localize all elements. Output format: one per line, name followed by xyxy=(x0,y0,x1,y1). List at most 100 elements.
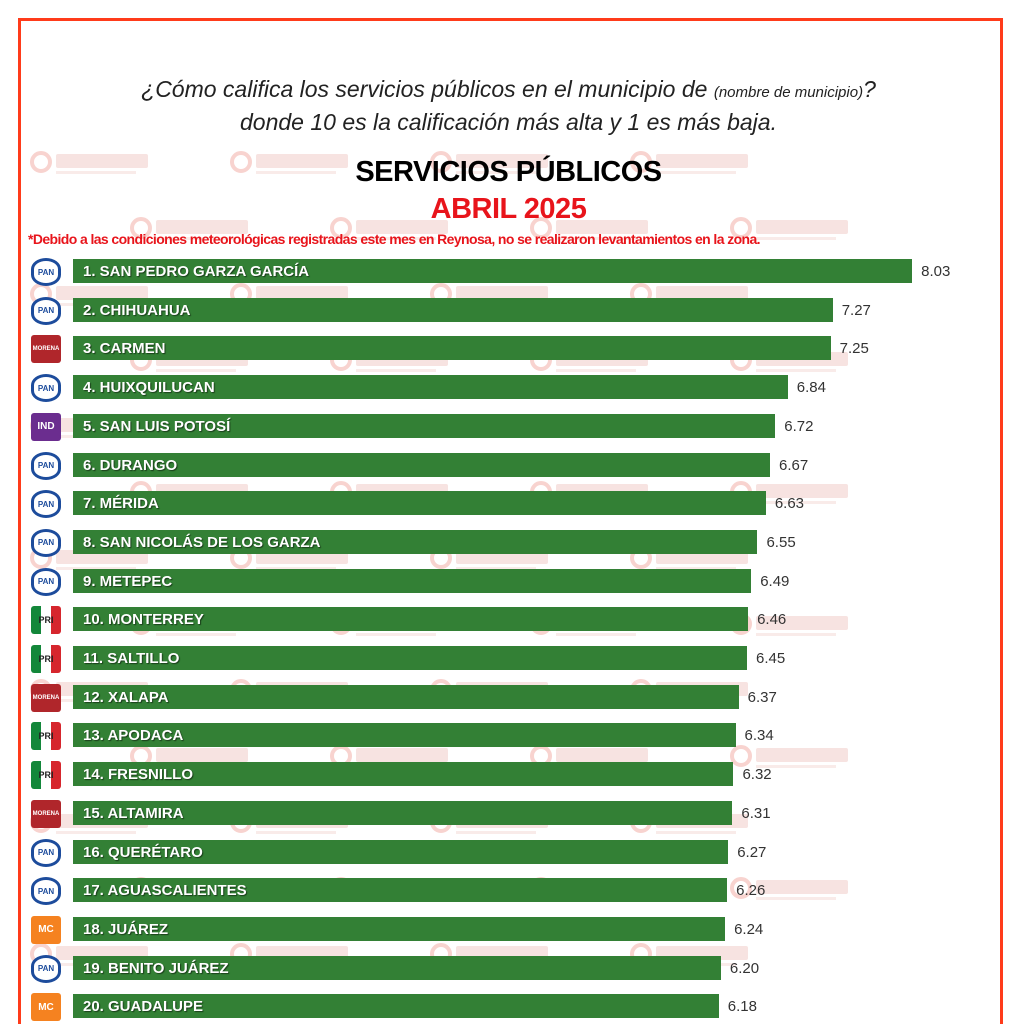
bar-row: PAN 2. CHIHUAHUA 7.27 xyxy=(0,296,1000,325)
party-logo-pri: PRI xyxy=(31,761,61,790)
bar-row: PRI 13. APODACA 6.34 xyxy=(0,722,1000,751)
bar-value-label: 7.27 xyxy=(841,301,871,319)
party-logo-pri: PRI xyxy=(31,722,61,751)
bar-row: PAN 4. HUIXQUILUCAN 6.84 xyxy=(0,374,1000,403)
bar-row: MORENA 3. CARMEN 7.25 xyxy=(0,335,1000,364)
party-logo-pan: PAN xyxy=(31,451,61,480)
bar-value-label: 8.03 xyxy=(921,263,951,280)
party-logo-ind: IND xyxy=(31,412,61,441)
party-logo-pan: PAN xyxy=(31,954,61,983)
chart-title: SERVICIOS PÚBLICOS xyxy=(355,156,662,188)
bar-value-label: 6.45 xyxy=(756,650,786,667)
bar-row: PAN 6. DURANGO 6.67 xyxy=(0,451,1000,480)
bar-value-label: 6.18 xyxy=(727,998,757,1016)
party-logo-pan: PAN xyxy=(31,258,61,286)
party-logo-morena: MORENA xyxy=(31,335,61,364)
chart-subtitle: ABRIL 2025 xyxy=(430,193,587,225)
party-logo-pri: PRI xyxy=(31,606,61,635)
bar: 17. AGUASCALIENTES xyxy=(73,878,728,903)
bar-value-label: 6.26 xyxy=(736,882,766,900)
bar-category-label: 16. QUERÉTARO xyxy=(83,843,203,861)
bar-value-label: 6.49 xyxy=(760,572,790,590)
bar-category-label: 4. HUIXQUILUCAN xyxy=(83,379,215,397)
bar-category-label: 6. DURANGO xyxy=(83,456,178,474)
bar-value-label: 6.67 xyxy=(779,456,809,474)
watermark-logo xyxy=(230,148,350,176)
bar-category-label: 10. MONTERREY xyxy=(83,611,204,629)
bar-value-label: 6.55 xyxy=(766,533,796,551)
bar-row: PAN 19. BENITO JUÁREZ 6.20 xyxy=(0,954,1000,983)
bar-category-label: 20. GUADALUPE xyxy=(83,998,204,1016)
frame-border xyxy=(18,18,1003,1024)
bar-row: PAN 16. QUERÉTARO 6.27 xyxy=(0,838,1000,867)
party-logo-pan: PAN xyxy=(31,296,61,325)
bar-row: PAN 17. AGUASCALIENTES 6.26 xyxy=(0,877,1000,906)
bar: 13. APODACA xyxy=(73,723,736,748)
bar-row: MC 18. JUÁREZ 6.24 xyxy=(0,915,1000,944)
bar-category-label: 19. BENITO JUÁREZ xyxy=(83,959,229,977)
question-mark: ? xyxy=(863,76,876,102)
bar: 2. CHIHUAHUA xyxy=(73,297,833,322)
bar-category-label: 8. SAN NICOLÁS DE LOS GARZA xyxy=(83,533,321,551)
bar: 12. XALAPA xyxy=(73,684,739,709)
bar-value-label: 6.37 xyxy=(747,688,777,706)
bar-value-label: 6.20 xyxy=(729,959,760,977)
question-text: ¿Cómo califica los servicios públicos en… xyxy=(141,76,714,102)
watermark-logo xyxy=(630,148,750,176)
party-logo-morena: MORENA xyxy=(31,683,61,712)
bar: 14. FRESNILLO xyxy=(73,762,734,787)
watermark-logo xyxy=(30,148,150,176)
question-placeholder: (nombre de municipio) xyxy=(713,84,864,101)
watermark-logo xyxy=(330,214,450,242)
bar-category-label: 5. SAN LUIS POTOSÍ xyxy=(83,417,231,435)
party-logo-pri: PRI xyxy=(31,645,61,673)
bar-category-label: 3. CARMEN xyxy=(83,340,166,358)
watermark-logo xyxy=(430,148,550,176)
watermark-logo xyxy=(730,214,850,242)
watermark-logo xyxy=(530,214,650,242)
bar-category-label: 13. APODACA xyxy=(83,727,184,745)
question-line-1: ¿Cómo califica los servicios públicos en… xyxy=(0,76,1017,103)
bar-row: PAN 8. SAN NICOLÁS DE LOS GARZA 6.55 xyxy=(0,528,1000,557)
bar: 1. SAN PEDRO GARZA GARCÍA xyxy=(73,259,913,283)
party-logo-pan: PAN xyxy=(31,567,61,596)
party-logo-pan: PAN xyxy=(31,490,61,519)
bar: 20. GUADALUPE xyxy=(73,994,719,1019)
bar-category-label: 11. SALTILLO xyxy=(83,650,180,667)
question-line-2: donde 10 es la calificación más alta y 1… xyxy=(240,109,777,135)
bar: 9. METEPEC xyxy=(73,568,752,593)
bar-value-label: 6.72 xyxy=(784,417,814,435)
bar: 15. ALTAMIRA xyxy=(73,800,733,825)
bar-category-label: 9. METEPEC xyxy=(83,572,173,590)
bar-row: PRI 14. FRESNILLO 6.32 xyxy=(0,761,1000,790)
bar: 10. MONTERREY xyxy=(73,607,749,632)
bar-value-label: 6.31 xyxy=(741,804,771,822)
bar-value-label: 6.63 xyxy=(774,495,805,513)
bar-category-label: 7. MÉRIDA xyxy=(83,495,159,513)
bar-row: PAN 7. MÉRIDA 6.63 xyxy=(0,490,1000,519)
party-logo-morena: MORENA xyxy=(31,799,61,828)
bar-value-label: 6.27 xyxy=(737,843,767,861)
bar: 7. MÉRIDA xyxy=(73,491,766,516)
bar-value-label: 7.25 xyxy=(839,340,869,358)
bar-row: PAN 1. SAN PEDRO GARZA GARCÍA 8.03 xyxy=(0,258,1000,286)
bar-row: MORENA 15. ALTAMIRA 6.31 xyxy=(0,799,1000,828)
party-logo-mc: MC xyxy=(31,915,61,944)
bar-category-label: 1. SAN PEDRO GARZA GARCÍA xyxy=(83,263,310,280)
bar-category-label: 2. CHIHUAHUA xyxy=(83,301,191,319)
bar: 6. DURANGO xyxy=(73,452,770,477)
bar-row: PRI 11. SALTILLO 6.45 xyxy=(0,645,1000,673)
bar-category-label: 15. ALTAMIRA xyxy=(83,804,184,822)
bar: 18. JUÁREZ xyxy=(73,916,726,941)
party-logo-pan: PAN xyxy=(31,838,61,867)
bar-value-label: 6.32 xyxy=(742,766,772,784)
bar-row: MORENA 12. XALAPA 6.37 xyxy=(0,683,1000,712)
bar: 11. SALTILLO xyxy=(73,646,748,670)
bar: 8. SAN NICOLÁS DE LOS GARZA xyxy=(73,529,758,554)
party-logo-pan: PAN xyxy=(31,877,61,906)
bar: 3. CARMEN xyxy=(73,336,831,361)
party-logo-mc: MC xyxy=(31,993,61,1022)
bar-category-label: 18. JUÁREZ xyxy=(83,920,169,938)
bar-value-label: 6.84 xyxy=(796,379,826,397)
bar-row: IND 5. SAN LUIS POTOSÍ 6.72 xyxy=(0,412,1000,441)
